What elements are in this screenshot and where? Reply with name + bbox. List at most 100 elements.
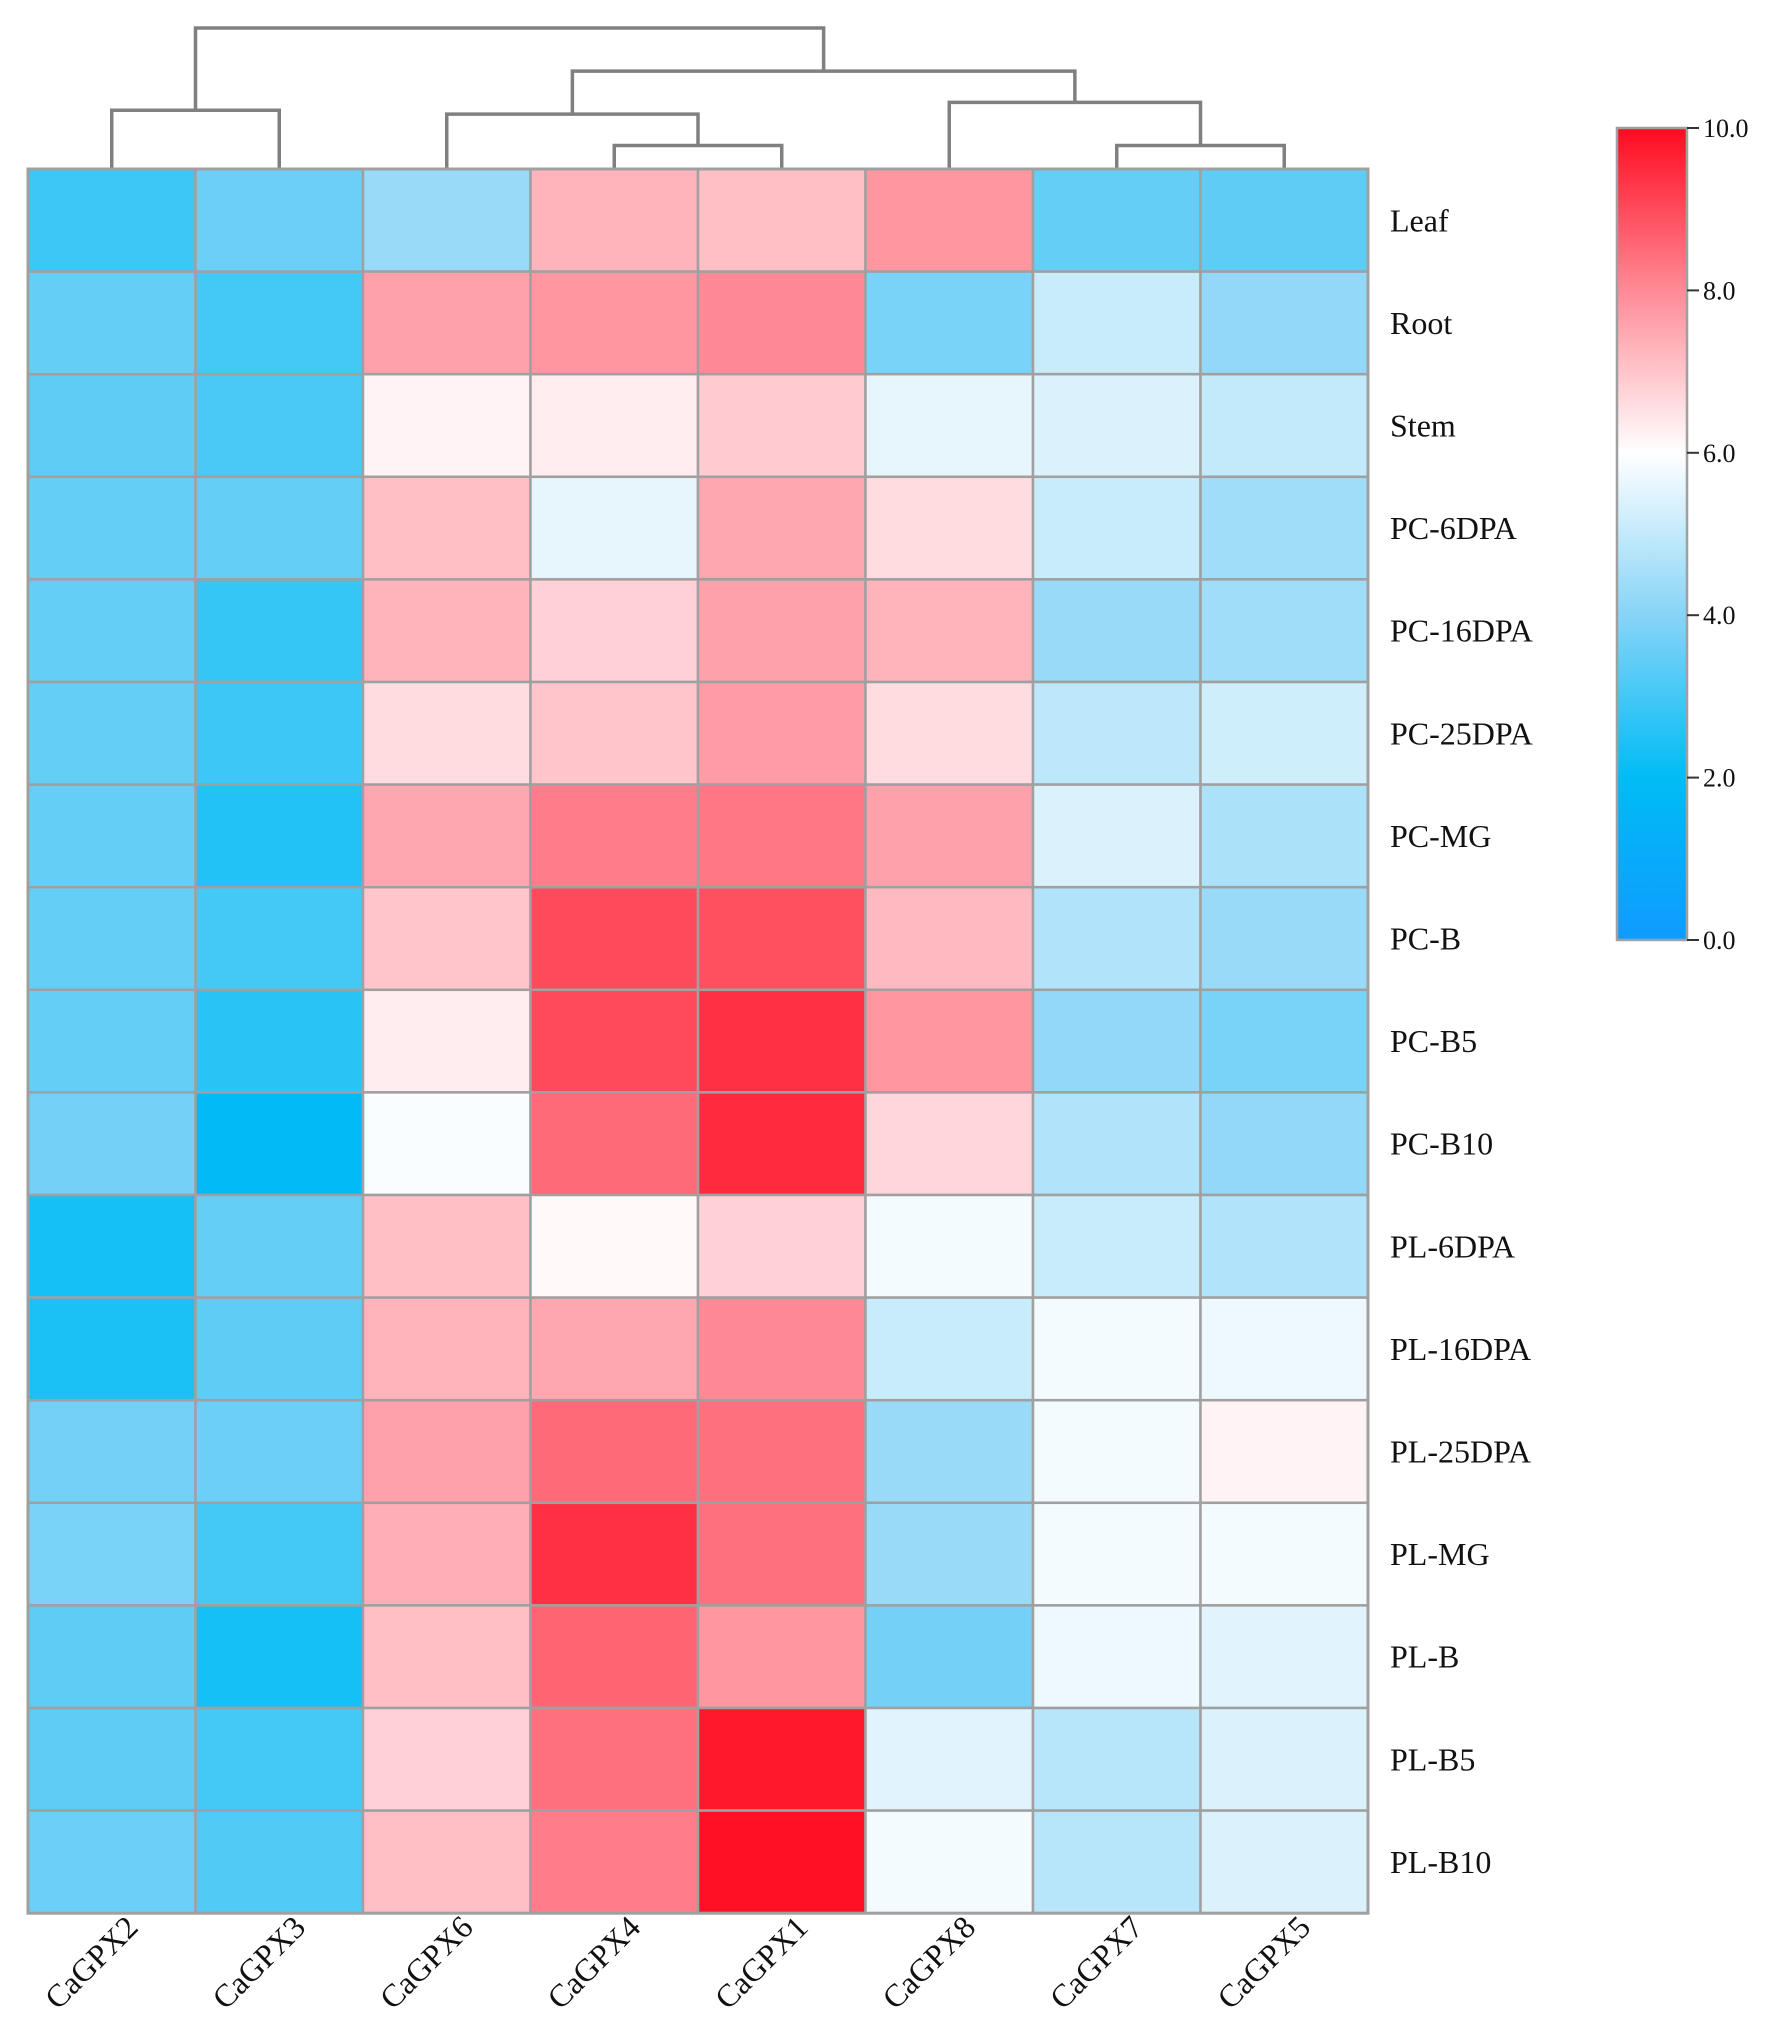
heatmap-cells <box>26 167 1370 1915</box>
colorbar: 0.0 2.0 4.0 6.0 8.0 10.0 <box>1615 114 1749 955</box>
heatmap-cell <box>529 578 700 684</box>
heatmap-cell <box>864 1296 1035 1402</box>
heatmap-cell <box>864 680 1035 786</box>
heatmap-cell <box>696 783 867 889</box>
heatmap-cell <box>1199 1501 1370 1607</box>
column-label: CaGPX8 <box>875 1909 982 2016</box>
heatmap-cell <box>26 1091 197 1197</box>
heatmap-cell <box>1031 578 1202 684</box>
heatmap-cell <box>26 475 197 581</box>
heatmap-cell <box>361 372 532 479</box>
heatmap-cell <box>864 578 1035 684</box>
heatmap-cell <box>361 1809 532 1915</box>
row-label: PL-16DPA <box>1390 1331 1531 1367</box>
heatmap-cell <box>26 885 197 992</box>
heatmap-cell <box>26 1398 197 1505</box>
heatmap-cell <box>864 1091 1035 1197</box>
heatmap-cell <box>864 1501 1035 1607</box>
row-label: PL-6DPA <box>1390 1228 1515 1264</box>
heatmap-cell <box>1199 372 1370 479</box>
heatmap-cell <box>529 1193 700 1299</box>
heatmap-cell <box>1199 885 1370 992</box>
heatmap-cell <box>696 475 867 581</box>
row-label: PL-B10 <box>1390 1844 1491 1880</box>
row-label: PC-B <box>1390 921 1461 957</box>
heatmap-cell <box>26 270 197 376</box>
heatmap-cell <box>864 885 1035 992</box>
colorbar-tick-label: 10.0 <box>1703 114 1749 143</box>
row-label: PL-B <box>1390 1639 1459 1675</box>
heatmap-cell <box>194 1604 365 1710</box>
row-label: Stem <box>1390 408 1456 444</box>
heatmap-cell <box>1031 1091 1202 1197</box>
heatmap-cell <box>1199 783 1370 889</box>
heatmap-cell <box>1031 167 1202 273</box>
heatmap-cell <box>529 1604 700 1710</box>
row-label: PC-B10 <box>1390 1126 1493 1162</box>
heatmap-cell <box>529 372 700 479</box>
heatmap-cell <box>361 1193 532 1299</box>
heatmap-cell <box>696 578 867 684</box>
colorbar-tick-label: 6.0 <box>1703 439 1736 468</box>
row-label: PC-16DPA <box>1390 613 1533 649</box>
heatmap-cell <box>1199 988 1370 1094</box>
heatmap-cell <box>1031 1296 1202 1402</box>
heatmap-cell <box>361 1604 532 1710</box>
heatmap-cell <box>529 680 700 786</box>
heatmap-cell <box>529 270 700 376</box>
heatmap-cell <box>864 1809 1035 1915</box>
heatmap-cell <box>1031 1193 1202 1299</box>
heatmap-cell <box>194 475 365 581</box>
row-label: Root <box>1390 305 1452 341</box>
heatmap-cell <box>696 1706 867 1812</box>
heatmap-cell <box>194 783 365 889</box>
heatmap-cell <box>1031 680 1202 786</box>
colorbar-tick-label: 0.0 <box>1703 926 1736 955</box>
heatmap-cell <box>361 783 532 889</box>
heatmap-cell <box>696 1809 867 1915</box>
column-label: CaGPX2 <box>38 1909 145 2016</box>
heatmap-cell <box>864 783 1035 889</box>
heatmap-cell <box>1031 1398 1202 1505</box>
heatmap-cell <box>26 372 197 479</box>
column-label: CaGPX6 <box>373 1909 480 2016</box>
heatmap-cell <box>529 1809 700 1915</box>
heatmap-cell <box>696 167 867 273</box>
heatmap-cell <box>26 1706 197 1812</box>
column-label: CaGPX4 <box>540 1909 647 2016</box>
heatmap-cell <box>194 1296 365 1402</box>
heatmap-cell <box>1199 578 1370 684</box>
heatmap-cell <box>864 1604 1035 1710</box>
row-label: PL-B5 <box>1390 1741 1475 1777</box>
column-labels: CaGPX2 CaGPX3 CaGPX6 CaGPX4 CaGPX1 CaGPX8 CaGP… <box>38 1909 1318 2016</box>
heatmap-cell <box>26 1809 197 1915</box>
heatmap-cell <box>1199 1296 1370 1402</box>
heatmap-cell <box>194 1398 365 1505</box>
heatmap-cell <box>361 1501 532 1607</box>
row-label: PC-B5 <box>1390 1023 1477 1059</box>
heatmap-cell <box>361 680 532 786</box>
heatmap-cell <box>529 988 700 1094</box>
heatmap-cell <box>194 372 365 479</box>
heatmap-cell <box>194 988 365 1094</box>
heatmap-cell <box>864 372 1035 479</box>
row-label: Leaf <box>1390 202 1449 238</box>
heatmap-cell <box>26 578 197 684</box>
heatmap-cell <box>26 783 197 889</box>
heatmap-cell <box>1199 1398 1370 1505</box>
heatmap-cell <box>529 1398 700 1505</box>
heatmap-cell <box>864 988 1035 1094</box>
heatmap-cell <box>696 885 867 992</box>
heatmap-frame <box>26 167 1370 1915</box>
heatmap-cell <box>1031 783 1202 889</box>
heatmap-cell <box>194 1501 365 1607</box>
heatmap-cell <box>1031 1604 1202 1710</box>
heatmap-cell <box>696 1398 867 1505</box>
heatmap-cell <box>361 270 532 376</box>
colorbar-tick-label: 4.0 <box>1703 601 1736 630</box>
heatmap-cell <box>361 885 532 992</box>
heatmap-cell <box>194 885 365 992</box>
row-label: PL-25DPA <box>1390 1434 1531 1470</box>
row-label: PC-25DPA <box>1390 715 1533 751</box>
